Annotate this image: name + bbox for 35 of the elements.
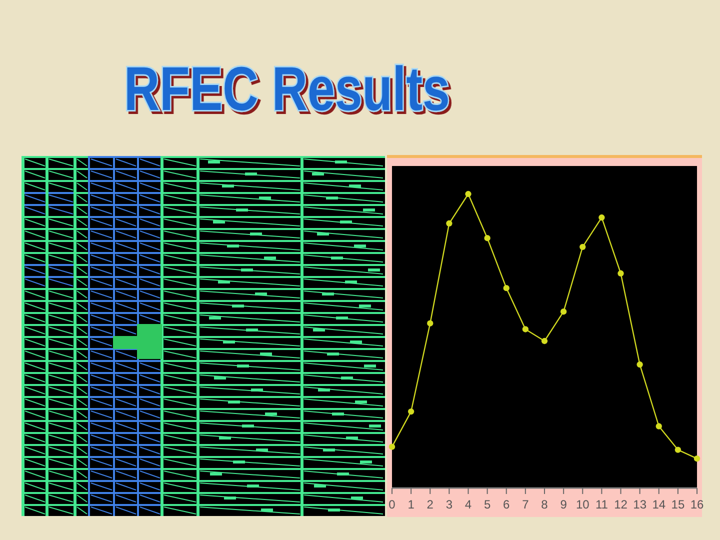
point	[636, 361, 643, 368]
x-tick-label: 10	[576, 498, 590, 512]
point	[618, 270, 624, 276]
point	[465, 190, 472, 198]
x-tick-label: 2	[426, 498, 434, 512]
x-tick-label: 9	[560, 498, 568, 512]
x-tick-label: 12	[614, 498, 628, 512]
x-tick-label: 1	[408, 498, 415, 512]
point	[580, 244, 586, 250]
x-tick-label: 4	[464, 498, 472, 512]
point	[674, 446, 682, 453]
x-tick-label: 3	[446, 498, 453, 512]
x-tick-label: 13	[633, 498, 647, 512]
x-tick-label: 8	[541, 498, 548, 512]
point	[388, 444, 396, 450]
x-tick-label: 11	[595, 498, 608, 512]
x-tick-label: 5	[484, 498, 491, 512]
point	[541, 338, 548, 344]
point	[503, 284, 510, 292]
point	[694, 456, 700, 462]
x-tick-label: 14	[652, 498, 666, 512]
point	[656, 423, 662, 430]
point	[427, 320, 434, 326]
point	[598, 214, 605, 221]
point	[446, 220, 452, 226]
chart-title: RFEC Results	[124, 54, 450, 124]
x-tick-label: 0	[388, 498, 396, 512]
point	[522, 326, 529, 332]
point	[484, 235, 490, 242]
x-tick-label: 7	[522, 498, 530, 512]
point	[408, 408, 414, 415]
point	[560, 308, 567, 315]
x-tick-label: 15	[671, 498, 685, 512]
x-tick-label: 16	[690, 498, 704, 512]
x-tick-label: 6	[503, 498, 510, 512]
